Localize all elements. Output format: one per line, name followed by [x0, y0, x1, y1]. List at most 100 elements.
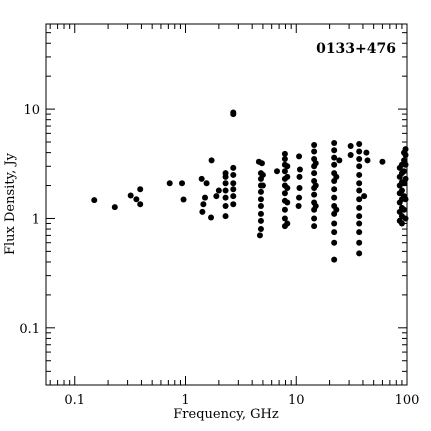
data-point	[222, 170, 229, 177]
x-tick-label: 1	[181, 393, 189, 408]
data-point	[208, 214, 215, 221]
data-point	[312, 182, 319, 189]
data-point	[311, 170, 318, 177]
data-point	[331, 220, 338, 227]
data-point	[401, 168, 408, 175]
data-point	[284, 199, 291, 206]
y-tick-label: 10	[23, 103, 40, 118]
data-point	[215, 187, 222, 194]
data-point	[296, 173, 303, 180]
data-point	[281, 150, 288, 157]
data-point	[333, 206, 340, 213]
data-point	[356, 229, 363, 236]
data-point	[133, 196, 140, 203]
data-point	[331, 194, 338, 201]
data-point	[402, 146, 409, 153]
x-tick-label: 100	[395, 393, 420, 408]
data-point	[402, 152, 409, 159]
data-point	[198, 175, 205, 182]
data-point	[281, 215, 288, 222]
data-point	[331, 161, 338, 168]
data-point	[284, 163, 291, 170]
data-point	[200, 201, 207, 208]
data-point	[222, 180, 229, 187]
data-point	[331, 256, 338, 263]
data-point	[230, 180, 237, 187]
data-point	[402, 215, 409, 222]
data-point	[296, 194, 303, 201]
data-point	[331, 239, 338, 246]
data-point	[398, 187, 405, 194]
data-point	[137, 186, 144, 193]
data-point	[364, 157, 371, 164]
data-point	[331, 186, 338, 193]
data-point	[331, 154, 338, 161]
data-point	[166, 180, 173, 187]
data-point	[230, 193, 237, 200]
data-point	[213, 193, 220, 200]
data-point	[356, 155, 363, 162]
data-point	[281, 190, 288, 197]
data-point	[127, 192, 134, 199]
data-point	[91, 197, 98, 204]
data-point	[257, 196, 264, 203]
data-point	[311, 141, 318, 148]
y-tick-label: 0.1	[19, 322, 40, 337]
data-point	[311, 191, 318, 198]
y-tick-label: 1	[32, 212, 40, 227]
axis-tick-labels: 0.1 1 10 100 0.1 1 10	[19, 103, 419, 408]
data-point	[295, 202, 302, 209]
data-point	[331, 147, 338, 154]
data-point	[230, 201, 237, 208]
data-point	[257, 202, 264, 209]
data-point	[273, 168, 280, 175]
data-point	[379, 158, 386, 165]
data-point	[402, 161, 409, 168]
data-point	[256, 232, 263, 239]
data-point	[179, 180, 186, 187]
data-point	[259, 171, 266, 178]
data-point	[281, 206, 288, 213]
data-point	[296, 166, 303, 173]
data-point	[208, 157, 215, 164]
data-points	[91, 109, 409, 263]
data-point	[401, 206, 408, 213]
data-point	[230, 109, 237, 116]
plot-frame	[45, 23, 408, 386]
data-point	[296, 184, 303, 191]
data-point	[311, 215, 318, 222]
data-point	[111, 204, 118, 211]
data-point	[258, 160, 265, 167]
data-point	[180, 196, 187, 203]
data-point	[230, 171, 237, 178]
data-point	[356, 171, 363, 178]
data-point	[312, 202, 319, 209]
data-point	[257, 226, 264, 233]
data-point	[257, 210, 264, 217]
data-point	[356, 204, 363, 211]
data-point	[199, 208, 206, 215]
data-point	[281, 155, 288, 162]
data-point	[356, 187, 363, 194]
data-point	[311, 178, 318, 185]
data-point	[222, 194, 229, 201]
data-point	[203, 180, 210, 187]
data-point	[284, 184, 291, 191]
chart-title: 0133+476	[316, 41, 396, 57]
data-point	[356, 239, 363, 246]
x-axis-label: Frequency, GHz	[173, 407, 279, 422]
data-point	[284, 173, 291, 180]
data-point	[222, 187, 229, 194]
data-point	[230, 186, 237, 193]
data-point	[356, 250, 363, 257]
data-point	[356, 220, 363, 227]
data-point	[202, 194, 209, 201]
data-point	[257, 217, 264, 224]
data-point	[363, 149, 370, 156]
data-point	[230, 164, 237, 171]
data-point	[333, 173, 340, 180]
x-tick-label: 0.1	[64, 393, 85, 408]
data-point	[257, 188, 264, 195]
data-point	[356, 148, 363, 155]
